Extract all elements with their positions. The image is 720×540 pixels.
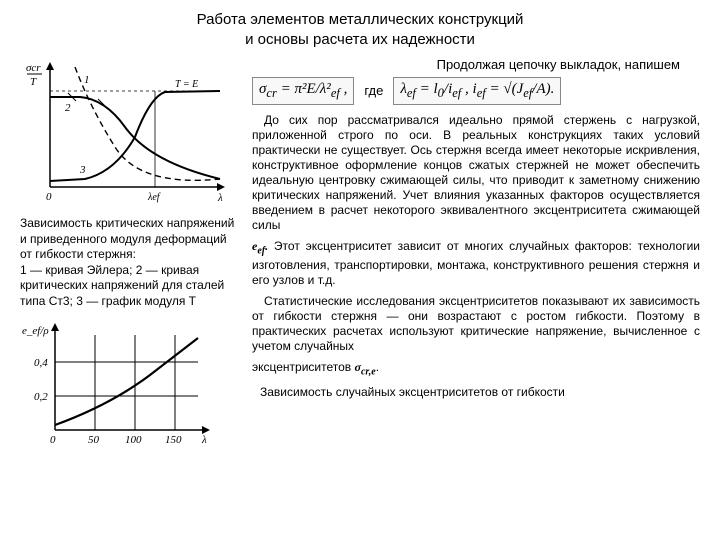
svg-text:0: 0 xyxy=(50,434,56,446)
chart-1: σcr T λ 0 1 2 3 T = E λef xyxy=(20,57,240,210)
para-eef: eef. Этот эксцентриситет зависит от мног… xyxy=(252,239,700,288)
para-3: Статистические исследования эксцентрисит… xyxy=(252,294,700,354)
symbol-eef: eef. xyxy=(252,239,268,253)
formula-row: σcr = π²E/λ²ef , где λef = l0/ief , ief … xyxy=(252,77,700,105)
formula-side: λef = l0/ief , ief = √(Jef/A). xyxy=(393,77,561,105)
title-line1: Работа элементов металлических конструкц… xyxy=(197,11,524,28)
chart2-caption: Зависимость случайных эксцентриситетов о… xyxy=(260,385,700,401)
svg-text:λ: λ xyxy=(201,434,207,446)
left-column: σcr T λ 0 1 2 3 T = E λef xyxy=(20,57,240,459)
para-1: До сих пор рассматривался идеально прямо… xyxy=(252,113,700,233)
svg-text:T = E: T = E xyxy=(175,79,198,90)
svg-text:150: 150 xyxy=(165,434,182,446)
svg-text:λef: λef xyxy=(147,192,161,203)
chart-2: e_ef/ρ 0,4 0,2 0 50 100 150 λ xyxy=(20,320,240,453)
formula-main: σcr = π²E/λ²ef , xyxy=(252,77,354,105)
svg-text:2: 2 xyxy=(65,102,71,114)
para-2: Этот эксцентриситет зависит от многих сл… xyxy=(252,239,700,287)
headline: Продолжая цепочку выкладок, напишем xyxy=(252,57,700,73)
svg-text:50: 50 xyxy=(88,434,100,446)
svg-text:T: T xyxy=(30,76,37,88)
svg-text:0,4: 0,4 xyxy=(34,357,48,369)
svg-text:e_ef/ρ: e_ef/ρ xyxy=(22,325,49,337)
svg-text:3: 3 xyxy=(79,164,86,176)
svg-text:1: 1 xyxy=(84,74,90,86)
svg-text:100: 100 xyxy=(125,434,142,446)
para-4b: . xyxy=(376,360,379,374)
chart1-caption: Зависимость критических напряжений и при… xyxy=(20,216,240,310)
svg-text:σcr: σcr xyxy=(26,62,41,74)
svg-text:0: 0 xyxy=(46,191,52,203)
page-title: Работа элементов металлических конструкц… xyxy=(20,10,700,49)
para-4a: эксцентриситетов xyxy=(252,360,355,374)
svg-text:λ: λ xyxy=(217,192,223,204)
svg-text:0,2: 0,2 xyxy=(34,391,48,403)
title-line2: и основы расчета их надежности xyxy=(245,31,475,48)
right-column: Продолжая цепочку выкладок, напишем σcr … xyxy=(252,57,700,459)
symbol-sigma: σcr,e xyxy=(355,360,376,374)
gde-label: где xyxy=(364,83,383,99)
para-4: эксцентриситетов σcr,e. xyxy=(252,360,700,379)
